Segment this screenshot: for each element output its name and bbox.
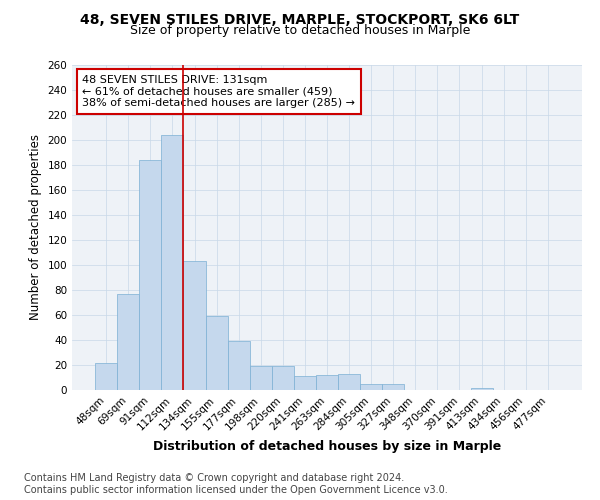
X-axis label: Distribution of detached houses by size in Marple: Distribution of detached houses by size … [153, 440, 501, 453]
Bar [227, 341, 250, 390]
Bar [360, 384, 382, 390]
Text: 48, SEVEN STILES DRIVE, MARPLE, STOCKPORT, SK6 6LT: 48, SEVEN STILES DRIVE, MARPLE, STOCKPOR… [80, 12, 520, 26]
Bar [95, 362, 117, 390]
Text: Size of property relative to detached houses in Marple: Size of property relative to detached ho… [130, 24, 470, 37]
Bar [184, 261, 206, 390]
Y-axis label: Number of detached properties: Number of detached properties [29, 134, 42, 320]
Bar [139, 160, 161, 390]
Bar [117, 294, 139, 390]
Bar [382, 384, 404, 390]
Bar [316, 375, 338, 390]
Bar [294, 376, 316, 390]
Text: Contains HM Land Registry data © Crown copyright and database right 2024.
Contai: Contains HM Land Registry data © Crown c… [24, 474, 448, 495]
Bar [272, 366, 294, 390]
Text: 48 SEVEN STILES DRIVE: 131sqm
← 61% of detached houses are smaller (459)
38% of : 48 SEVEN STILES DRIVE: 131sqm ← 61% of d… [82, 74, 355, 108]
Bar [250, 366, 272, 390]
Bar [161, 135, 184, 390]
Bar [206, 316, 227, 390]
Bar [338, 374, 360, 390]
Bar [470, 388, 493, 390]
